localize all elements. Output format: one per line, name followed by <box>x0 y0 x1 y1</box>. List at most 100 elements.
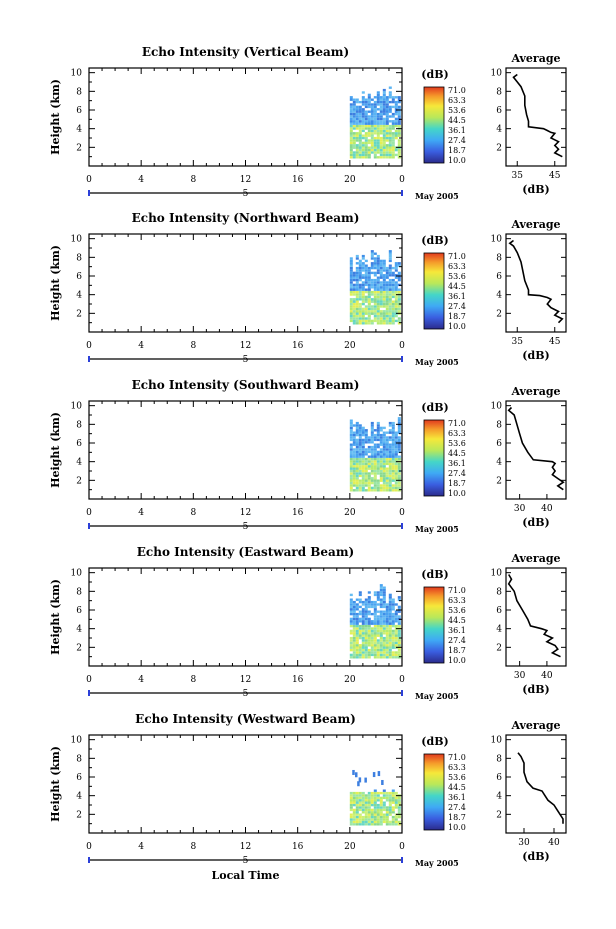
average-y-label: 4 <box>496 125 502 135</box>
echo-cell <box>376 596 380 599</box>
echo-cell <box>364 794 368 797</box>
echo-cell <box>355 479 359 482</box>
echo-cell <box>352 455 356 458</box>
echo-cell <box>367 598 371 601</box>
echo-cell <box>376 438 380 442</box>
echo-cell <box>355 469 359 473</box>
echo-cell <box>379 139 383 142</box>
echo-cell <box>373 302 377 306</box>
echo-cell <box>370 622 374 625</box>
echo-cell <box>391 112 395 116</box>
echo-cell <box>391 646 395 649</box>
echo-cell <box>382 591 386 594</box>
echo-cell <box>361 484 365 487</box>
echo-cell <box>367 632 371 635</box>
echo-cell <box>385 460 389 463</box>
echo-cell <box>349 98 353 101</box>
colorbar <box>423 86 445 164</box>
echo-cell <box>391 605 395 609</box>
echo-cell <box>391 136 395 140</box>
echo-cell <box>367 806 371 809</box>
echo-cell <box>376 629 380 633</box>
echo-cell <box>358 112 362 116</box>
echo-cell <box>382 108 386 111</box>
echo-cell <box>388 312 392 315</box>
echo-cell <box>361 112 365 116</box>
echo-cell <box>397 317 401 320</box>
echo-cell <box>352 610 356 613</box>
echo-cell <box>364 811 368 814</box>
echo-cell <box>373 429 377 432</box>
echo-cell <box>394 290 398 294</box>
echo-cell <box>376 298 380 301</box>
echo-cell <box>367 600 371 604</box>
colorbar-unit: (dB) <box>421 401 448 414</box>
echo-cell <box>355 302 359 306</box>
echo-cell <box>349 593 353 597</box>
echo-cell <box>388 620 392 623</box>
echo-cell <box>361 264 365 267</box>
echo-cell <box>349 801 353 804</box>
echo-cell <box>349 271 353 275</box>
echo-cell <box>355 288 359 291</box>
echo-cell <box>373 262 377 265</box>
echo-cell <box>361 610 365 613</box>
month-label: May 2005 <box>415 691 459 701</box>
echo-cell <box>373 103 377 106</box>
echo-cell <box>352 132 356 135</box>
echo-cell <box>388 820 392 824</box>
echo-cell <box>373 266 377 270</box>
echo-cell <box>367 653 371 657</box>
echo-cell <box>364 632 368 635</box>
echo-cell <box>370 801 374 804</box>
echo-cell <box>349 110 353 113</box>
echo-cell <box>352 433 356 437</box>
echo-cell <box>376 794 380 797</box>
echo-cell <box>373 153 377 157</box>
echo-cell <box>367 477 371 480</box>
echo-cell <box>388 421 392 425</box>
echo-cell <box>358 648 362 652</box>
echo-cell <box>394 100 398 104</box>
echo-cell <box>376 314 380 318</box>
echo-cell <box>370 250 374 253</box>
echo-cell <box>379 144 383 147</box>
echo-cell <box>352 144 356 147</box>
echo-cell <box>370 132 374 135</box>
echo-cell <box>391 815 395 819</box>
echo-cell <box>391 322 395 325</box>
echo-cell <box>367 820 371 824</box>
echo-cell <box>349 799 353 802</box>
echo-cell <box>361 818 365 821</box>
echo-cell <box>379 806 383 809</box>
echo-cell <box>367 278 371 282</box>
echo-cell <box>373 600 377 604</box>
echo-cell <box>382 433 386 437</box>
echo-cell <box>361 632 365 635</box>
echo-cell <box>382 801 386 804</box>
echo-cell <box>379 629 383 633</box>
average-profile-line <box>507 406 565 491</box>
echo-cell <box>379 98 383 101</box>
echo-cell <box>349 436 353 439</box>
echo-cell <box>352 639 356 642</box>
echo-cell <box>364 310 368 313</box>
echo-cell <box>367 596 371 599</box>
x-tick-label: 4 <box>138 508 144 518</box>
echo-cell <box>355 622 359 625</box>
echo-cell <box>367 629 371 633</box>
echo-cell <box>355 269 359 272</box>
echo-cell <box>397 421 401 425</box>
echo-cell <box>352 600 356 604</box>
echo-cell <box>370 252 374 255</box>
echo-cell <box>355 438 359 442</box>
echo-cell <box>391 656 395 659</box>
echo-cell <box>388 644 392 647</box>
echo-cell <box>367 799 371 802</box>
echo-cell <box>379 820 383 824</box>
echo-cell <box>352 811 356 814</box>
echo-cell <box>388 431 392 434</box>
echo-cell <box>391 146 395 149</box>
echo-cell <box>388 141 392 145</box>
echo-cell <box>370 300 374 303</box>
